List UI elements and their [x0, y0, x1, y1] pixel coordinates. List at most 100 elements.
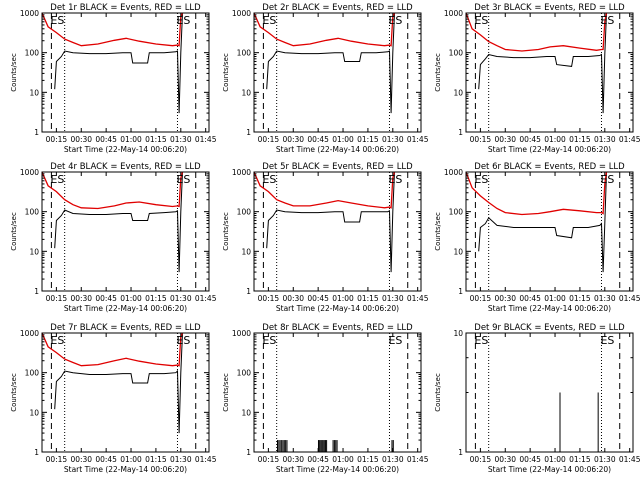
- x-tick-label: 01:30: [594, 294, 616, 303]
- x-tick-label: 01:45: [619, 135, 640, 144]
- x-tick-label: 01:15: [569, 135, 591, 144]
- es-marker: ES: [262, 173, 276, 186]
- y-tick-label: 1: [458, 287, 463, 296]
- y-tick-label: 1000: [232, 168, 251, 177]
- y-axis-label: Counts/sec: [10, 53, 18, 92]
- plot-frame: [253, 171, 422, 292]
- x-tick-label: 00:30: [494, 294, 516, 303]
- es-marker: ES: [474, 14, 488, 27]
- es-marker: ES: [50, 334, 64, 347]
- x-tick-label: 01:00: [120, 294, 142, 303]
- events-series-line: [54, 172, 183, 273]
- x-tick-label: 01:00: [332, 294, 354, 303]
- x-tick-label: 01:00: [544, 455, 566, 464]
- plot-area: [466, 13, 621, 132]
- y-tick-label: 10: [29, 88, 39, 97]
- x-tick-label: 01:15: [145, 294, 167, 303]
- x-tick-label: 00:45: [307, 135, 329, 144]
- y-tick-label: 100: [237, 208, 252, 217]
- x-tick-label: 01:15: [145, 135, 167, 144]
- plot-area: [254, 172, 409, 291]
- y-tick-label: 100: [25, 49, 40, 58]
- plot-area: [42, 333, 197, 452]
- y-tick-label: 10: [453, 247, 463, 256]
- x-tick-label: 01:45: [619, 294, 640, 303]
- es-marker: ES: [388, 334, 402, 347]
- x-tick-label: 00:45: [519, 294, 541, 303]
- es-marker: ES: [600, 14, 614, 27]
- x-tick-label: 01:45: [195, 135, 217, 144]
- x-tick-label: 01:00: [120, 135, 142, 144]
- plot-frame: [41, 171, 210, 292]
- x-tick-label: 00:30: [282, 455, 304, 464]
- x-axis-label: Start Time (22-May-14 00:06:20): [64, 465, 187, 474]
- y-tick-label: 10: [241, 408, 251, 417]
- x-tick-label: 01:15: [569, 294, 591, 303]
- plot-frame: [41, 332, 210, 453]
- y-axis-label: Counts/sec: [434, 212, 442, 251]
- y-tick-label: 1: [34, 287, 39, 296]
- y-tick-label: 1000: [232, 9, 251, 18]
- x-tick-label: 00:15: [46, 455, 68, 464]
- x-tick-label: 01:30: [382, 294, 404, 303]
- es-marker: ES: [176, 334, 190, 347]
- lld-series-line: [42, 333, 184, 367]
- x-tick-label: 01:45: [407, 455, 429, 464]
- plot-area: [466, 172, 621, 291]
- y-tick-label: 100: [449, 208, 464, 217]
- x-tick-label: 00:30: [70, 135, 92, 144]
- x-axis-label: Start Time (22-May-14 00:06:20): [276, 304, 399, 313]
- y-axis-label: Counts/sec: [434, 373, 442, 412]
- y-tick-label: 1: [34, 448, 39, 457]
- x-tick-label: 01:00: [544, 294, 566, 303]
- es-marker: ES: [262, 14, 276, 27]
- chart-title: Det 1r BLACK = Events, RED = LLD: [50, 3, 201, 13]
- es-marker: ES: [600, 173, 614, 186]
- x-tick-label: 00:45: [95, 455, 117, 464]
- y-tick-label: 100: [25, 208, 40, 217]
- x-axis-label: Start Time (22-May-14 00:06:20): [276, 465, 399, 474]
- y-tick-label: 10: [453, 88, 463, 97]
- x-tick-label: 01:45: [407, 135, 429, 144]
- events-series-line: [54, 13, 183, 114]
- x-tick-label: 01:45: [195, 294, 217, 303]
- lld-series-line: [42, 172, 184, 210]
- y-tick-label: 1000: [232, 329, 251, 338]
- y-tick-label: 1000: [20, 329, 39, 338]
- events-series-line: [266, 13, 395, 114]
- y-tick-label: 100: [449, 49, 464, 58]
- chart-title: Det 3r BLACK = Events, RED = LLD: [474, 3, 625, 13]
- x-axis-label: Start Time (22-May-14 00:06:20): [488, 145, 611, 154]
- x-tick-label: 01:15: [569, 455, 591, 464]
- x-tick-label: 01:00: [544, 135, 566, 144]
- y-tick-label: 100: [237, 369, 252, 378]
- chart-title: Det 7r BLACK = Events, RED = LLD: [50, 323, 201, 333]
- y-tick-label: 1: [246, 128, 251, 137]
- x-tick-label: 00:30: [282, 135, 304, 144]
- es-marker: ES: [474, 173, 488, 186]
- x-tick-label: 00:45: [307, 294, 329, 303]
- x-tick-label: 00:30: [70, 294, 92, 303]
- chart-title: Det 6r BLACK = Events, RED = LLD: [474, 162, 625, 172]
- x-tick-label: 01:15: [145, 455, 167, 464]
- events-series-line: [266, 172, 395, 273]
- lld-series-line: [254, 172, 396, 209]
- x-tick-label: 00:45: [307, 455, 329, 464]
- es-marker: ES: [176, 173, 190, 186]
- y-tick-label: 10: [241, 247, 251, 256]
- x-tick-label: 01:45: [195, 455, 217, 464]
- y-tick-label: 10: [29, 247, 39, 256]
- es-marker: ES: [388, 14, 402, 27]
- y-tick-label: 1000: [444, 9, 463, 18]
- y-axis-label: Counts/sec: [222, 373, 230, 412]
- y-axis-label: Counts/sec: [10, 212, 18, 251]
- x-axis-label: Start Time (22-May-14 00:06:20): [64, 145, 187, 154]
- x-tick-label: 00:30: [70, 455, 92, 464]
- x-tick-label: 01:30: [594, 455, 616, 464]
